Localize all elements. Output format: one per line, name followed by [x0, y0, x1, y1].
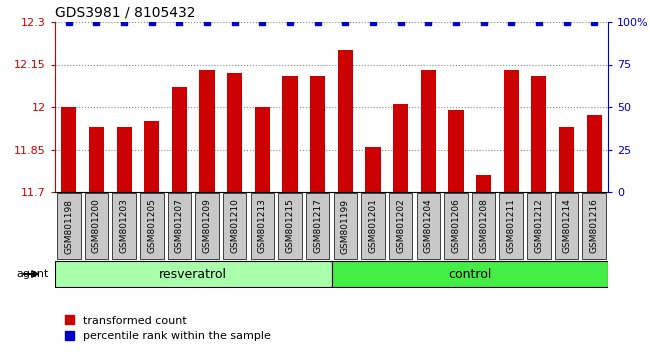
Bar — [448, 110, 463, 192]
FancyBboxPatch shape — [223, 193, 246, 259]
Text: GSM801209: GSM801209 — [203, 199, 211, 253]
Bar — [227, 73, 242, 192]
Text: resveratrol: resveratrol — [159, 268, 228, 280]
Text: GSM801216: GSM801216 — [590, 199, 599, 253]
FancyBboxPatch shape — [554, 193, 578, 259]
FancyBboxPatch shape — [168, 193, 191, 259]
Text: GSM801214: GSM801214 — [562, 199, 571, 253]
FancyBboxPatch shape — [332, 261, 608, 287]
Bar — [282, 76, 298, 192]
FancyBboxPatch shape — [140, 193, 164, 259]
Text: GSM801207: GSM801207 — [175, 199, 184, 253]
Bar — [116, 127, 132, 192]
FancyBboxPatch shape — [499, 193, 523, 259]
Text: GSM801200: GSM801200 — [92, 199, 101, 253]
Text: GSM801204: GSM801204 — [424, 199, 433, 253]
Text: GSM801210: GSM801210 — [230, 199, 239, 253]
Text: GSM801198: GSM801198 — [64, 199, 73, 253]
FancyBboxPatch shape — [251, 193, 274, 259]
Bar — [144, 121, 159, 192]
Text: GSM801215: GSM801215 — [285, 199, 294, 253]
Text: GSM801199: GSM801199 — [341, 199, 350, 253]
Text: GSM801205: GSM801205 — [148, 199, 156, 253]
Bar — [504, 70, 519, 192]
FancyBboxPatch shape — [527, 193, 551, 259]
Text: GSM801217: GSM801217 — [313, 199, 322, 253]
Text: GSM801208: GSM801208 — [479, 199, 488, 253]
FancyBboxPatch shape — [582, 193, 606, 259]
Bar — [476, 175, 491, 192]
Bar — [200, 70, 214, 192]
FancyBboxPatch shape — [195, 193, 219, 259]
FancyBboxPatch shape — [389, 193, 412, 259]
Text: GSM801202: GSM801202 — [396, 199, 405, 253]
FancyBboxPatch shape — [55, 261, 332, 287]
Legend: transformed count, percentile rank within the sample: transformed count, percentile rank withi… — [60, 311, 275, 346]
Text: GSM801206: GSM801206 — [451, 199, 460, 253]
FancyBboxPatch shape — [361, 193, 385, 259]
FancyBboxPatch shape — [444, 193, 468, 259]
Text: GSM801213: GSM801213 — [258, 199, 267, 253]
FancyBboxPatch shape — [112, 193, 136, 259]
Bar — [172, 87, 187, 192]
Bar — [310, 76, 325, 192]
Text: control: control — [448, 268, 491, 280]
Text: GSM801203: GSM801203 — [120, 199, 129, 253]
Bar — [89, 127, 104, 192]
Bar — [586, 115, 602, 192]
FancyBboxPatch shape — [417, 193, 440, 259]
FancyBboxPatch shape — [306, 193, 330, 259]
Bar — [531, 76, 547, 192]
FancyBboxPatch shape — [84, 193, 109, 259]
Text: GDS3981 / 8105432: GDS3981 / 8105432 — [55, 5, 196, 19]
Bar — [255, 107, 270, 192]
Bar — [393, 104, 408, 192]
FancyBboxPatch shape — [278, 193, 302, 259]
Bar — [421, 70, 436, 192]
FancyBboxPatch shape — [57, 193, 81, 259]
FancyBboxPatch shape — [472, 193, 495, 259]
FancyBboxPatch shape — [333, 193, 357, 259]
Text: GSM801201: GSM801201 — [369, 199, 378, 253]
Text: GSM801211: GSM801211 — [507, 199, 515, 253]
Bar — [559, 127, 574, 192]
Text: agent: agent — [16, 269, 49, 279]
Bar — [365, 147, 381, 192]
Bar — [61, 107, 77, 192]
Bar — [338, 50, 353, 192]
Text: GSM801212: GSM801212 — [534, 199, 543, 253]
